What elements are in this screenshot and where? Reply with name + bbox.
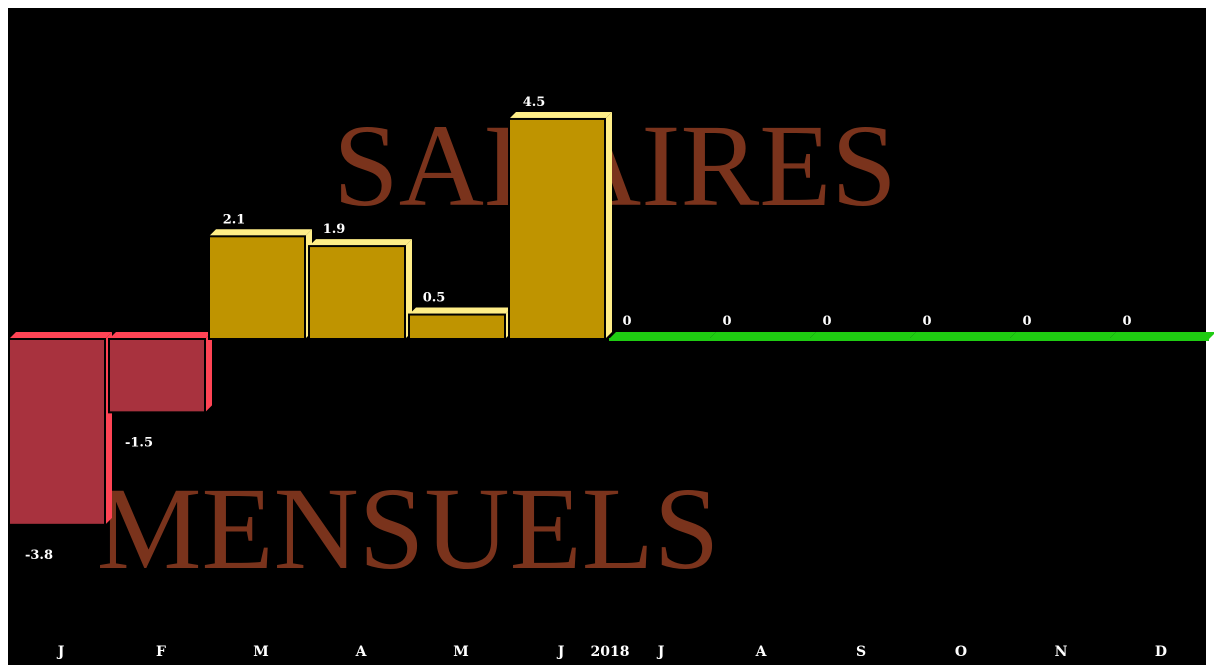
bar-side-face bbox=[605, 111, 612, 339]
bar-value-label: 0.5 bbox=[423, 291, 446, 306]
bar-top-face bbox=[209, 229, 312, 237]
bar-top-face bbox=[509, 111, 612, 119]
month-tick-label: F bbox=[156, 644, 166, 660]
month-tick-label: N bbox=[1055, 644, 1068, 660]
month-tick-label: A bbox=[355, 644, 368, 660]
bar-zero-base bbox=[1109, 338, 1209, 341]
month-tick-label: M bbox=[253, 644, 269, 660]
bar-zero-line bbox=[1109, 332, 1214, 339]
bar-top-face bbox=[9, 332, 112, 339]
bar-zero-base bbox=[909, 338, 1009, 341]
bar-zero-line bbox=[709, 332, 816, 339]
month-tick-label: A bbox=[755, 644, 768, 660]
chart-marks: -3.8 J -1.5 F 2.1 M 1.9 A 0.5 M 4.5 J 0 J 0 A 0 S 0 O 0 N 0 D bbox=[8, 95, 1214, 660]
bar-zero-base bbox=[709, 338, 809, 341]
chart-title-word-1: SALAIRES bbox=[333, 100, 897, 231]
bar-top-face bbox=[109, 332, 212, 339]
bar bbox=[8, 338, 106, 526]
bar-top-face bbox=[409, 307, 512, 315]
bar-value-label: 1.9 bbox=[323, 222, 346, 237]
bar-top-face bbox=[309, 239, 412, 247]
bar-value-label: 0 bbox=[822, 314, 831, 329]
bar bbox=[208, 235, 306, 340]
bar-zero-line bbox=[1009, 332, 1116, 339]
bar-value-label: 2.1 bbox=[223, 212, 246, 227]
bar-value-label: 4.5 bbox=[523, 95, 546, 110]
bar-value-label: 0 bbox=[1022, 314, 1031, 329]
bar-zero-line bbox=[909, 332, 1016, 339]
bar bbox=[108, 338, 206, 414]
month-tick-label: D bbox=[1155, 644, 1167, 660]
bar-value-label: 0 bbox=[722, 314, 731, 329]
month-tick-label: O bbox=[955, 644, 967, 660]
bar bbox=[508, 117, 606, 340]
bar-zero-base bbox=[609, 338, 709, 341]
bar-zero-line bbox=[809, 332, 916, 339]
bar-value-label: 0 bbox=[1122, 314, 1131, 329]
bar bbox=[308, 245, 406, 340]
bar-value-label: -1.5 bbox=[125, 435, 153, 450]
month-tick-label: J bbox=[656, 644, 665, 660]
bar-zero-base bbox=[1009, 338, 1109, 341]
bar-value-label: -3.8 bbox=[25, 548, 53, 563]
month-tick-label: J bbox=[56, 644, 65, 660]
bar-value-label: 0 bbox=[922, 314, 931, 329]
bar-zero-line bbox=[609, 332, 716, 339]
bar-zero-base bbox=[809, 338, 909, 341]
month-tick-label: J bbox=[556, 644, 565, 660]
chart-title-word-2: MENSUELS bbox=[97, 463, 720, 594]
bar-side-face bbox=[205, 332, 212, 413]
month-tick-label: M bbox=[453, 644, 469, 660]
year-label: 2018 bbox=[591, 644, 630, 660]
bar-value-label: 0 bbox=[622, 314, 631, 329]
month-tick-label: S bbox=[856, 644, 866, 660]
bar bbox=[408, 313, 506, 340]
